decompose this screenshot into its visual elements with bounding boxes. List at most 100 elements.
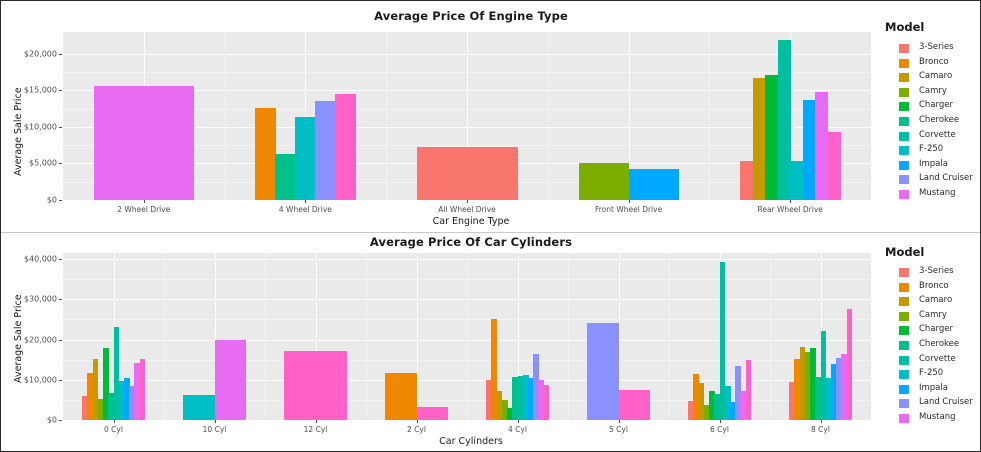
legend-swatch-icon [899, 189, 909, 199]
y-axis-tick-mark [59, 379, 62, 381]
y-axis-tick-label: $20,000 [23, 49, 57, 59]
legend-swatch-icon [899, 146, 909, 156]
legend-item-label: Charger [919, 100, 953, 111]
y-axis-tick-mark [59, 53, 62, 55]
bar [315, 101, 337, 200]
legend-swatch-icon [899, 131, 909, 141]
x-axis-tick-mark [790, 200, 792, 203]
y-axis-tick-label: $20,000 [23, 335, 57, 345]
vgridline-minor [568, 253, 569, 420]
bar [841, 353, 848, 420]
bar [295, 117, 316, 200]
bar [752, 78, 766, 200]
x-axis-tick-label: 2 Wheel Drive [117, 205, 171, 214]
bar [765, 74, 779, 200]
bar [735, 366, 741, 420]
legend-swatch-icon [899, 311, 909, 321]
bar [827, 132, 841, 200]
legend-item-label: Corvette [919, 129, 956, 140]
y-axis-tick-mark [59, 259, 62, 261]
bar [501, 399, 508, 420]
bar [284, 350, 348, 420]
y-axis-tick-label: $30,000 [23, 294, 57, 304]
x-axis-tick-mark [467, 200, 468, 203]
bar [740, 391, 747, 420]
bar [820, 331, 827, 420]
bar [134, 362, 141, 420]
y-axis-tick-mark [59, 90, 62, 92]
bar [538, 380, 545, 420]
y-axis-tick-label: $5,000 [29, 158, 57, 168]
legend-item-label: Corvette [919, 353, 956, 364]
x-axis-tick-label: Rear Wheel Drive [757, 205, 823, 214]
bar [836, 358, 842, 420]
x-axis-tick-label: 4 Cyl [508, 425, 527, 434]
legend-item-label: Camry [919, 309, 947, 320]
bar [416, 146, 518, 200]
bar [533, 354, 539, 420]
bar [275, 153, 296, 200]
x-axis-tick-mark [719, 420, 721, 423]
legend-item-label: Cherokee [919, 338, 960, 349]
vgridline-minor [265, 253, 266, 420]
bar [108, 392, 115, 420]
vgridline-minor [547, 32, 549, 200]
y-axis-tick-mark [59, 299, 62, 301]
legend-title-bottom: Model [885, 245, 925, 259]
legend-item-label: Land Cruiser [919, 397, 973, 408]
legend-swatch-icon [899, 282, 909, 292]
y-axis-tick-mark [59, 339, 62, 341]
legend-item-label: Impala [919, 158, 948, 169]
bar [507, 408, 513, 420]
engine-type-chart-panel: Average Price Of Engine Type Model Avera… [1, 1, 980, 233]
bar [777, 40, 791, 200]
bar [517, 375, 524, 420]
bar [139, 359, 146, 420]
vgridline-minor [770, 253, 771, 420]
legend-item-label: F-250 [919, 144, 944, 155]
legend-swatch-icon [899, 73, 909, 83]
x-axis-label-bottom: Car Cylinders [439, 436, 503, 447]
bar [698, 382, 705, 420]
legend-swatch-icon [899, 160, 909, 170]
y-axis-tick-label: $10,000 [23, 375, 57, 385]
bar [496, 391, 503, 420]
legend-swatch-icon [899, 326, 909, 336]
bar [578, 163, 630, 200]
bar [183, 395, 216, 420]
bar [740, 160, 754, 200]
legend-swatch-icon [899, 340, 909, 350]
y-axis-tick-label: $15,000 [23, 85, 57, 95]
x-axis-tick-label: All Wheel Drive [438, 205, 496, 214]
legend-item-label: Charger [919, 324, 953, 335]
vgridline-major [467, 32, 468, 200]
x-axis-tick-mark [628, 200, 630, 203]
x-axis-tick-label: 5 Cyl [609, 425, 628, 434]
legend-item-label: Impala [919, 382, 948, 393]
bar [846, 309, 853, 420]
vgridline-minor [386, 32, 388, 200]
legend-item-label: Mustang [919, 411, 956, 422]
vgridline-minor [709, 32, 711, 200]
legend-swatch-icon [899, 102, 909, 112]
x-axis-tick-label: 2 Cyl [407, 425, 426, 434]
x-axis-tick-label: 4 Wheel Drive [278, 205, 332, 214]
x-axis-tick-label: Front Wheel Drive [594, 205, 663, 214]
bar [92, 359, 99, 420]
legend-item-label: F-250 [919, 368, 944, 379]
bar [802, 99, 816, 200]
vgridline-major [416, 253, 418, 420]
bar [97, 398, 104, 420]
legend-item-label: Mustang [919, 187, 956, 198]
legend-title-top: Model [885, 20, 925, 34]
vgridline-major [305, 32, 307, 200]
bar [129, 386, 135, 420]
bar [810, 347, 816, 420]
legend-swatch-icon [899, 399, 909, 409]
bar [255, 107, 276, 200]
bar [688, 400, 694, 420]
bar [745, 359, 752, 420]
x-axis-tick-label: 0 Cyl [104, 425, 123, 434]
bar [724, 385, 731, 420]
bar [709, 391, 715, 420]
